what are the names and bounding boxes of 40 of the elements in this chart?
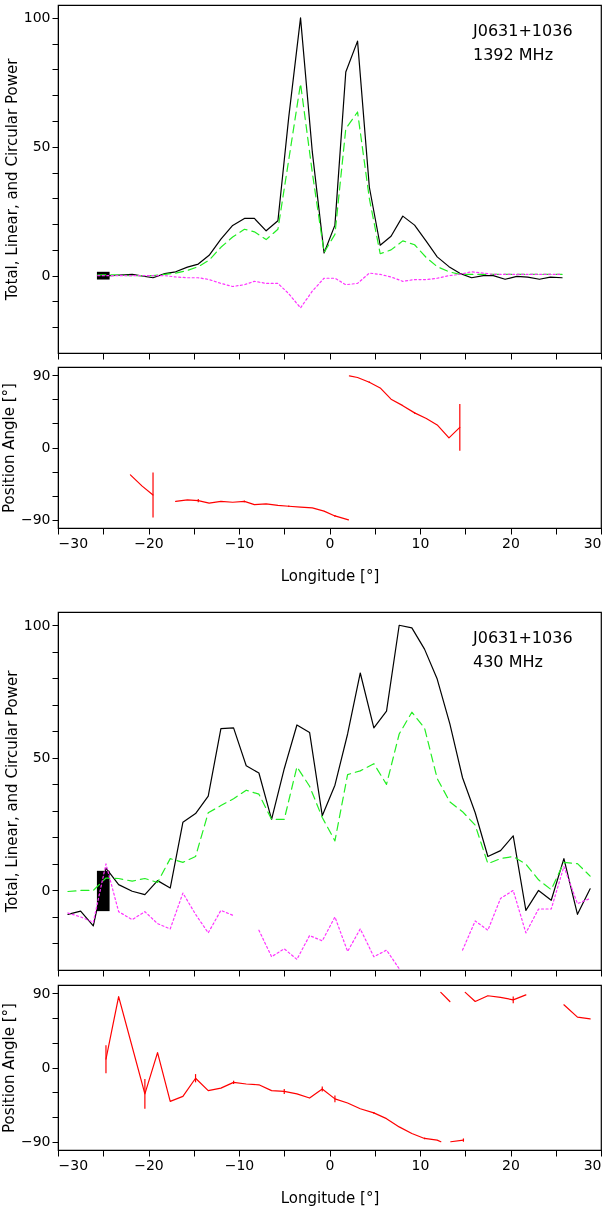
x-tick-label: 0: [325, 1156, 335, 1173]
y-tick-label: 100: [23, 9, 51, 26]
y-tick-label: 100: [23, 616, 51, 633]
y-axis-title: Position Angle [°]: [0, 383, 18, 513]
x-tick-label: −20: [134, 1156, 164, 1173]
annotation: 1392 MHz: [473, 45, 554, 64]
x-tick-label: 30: [583, 1156, 602, 1173]
annotation: J0631+1036: [472, 21, 573, 40]
y-axis-title: Position Angle [°]: [0, 1003, 18, 1133]
x-tick-label: 10: [411, 1156, 430, 1173]
x-tick-label: −10: [224, 534, 255, 551]
x-tick-label: 10: [411, 534, 430, 551]
y-tick-label: 0: [41, 439, 51, 455]
y-tick-label: 50: [32, 138, 51, 155]
y-tick-label: 90: [32, 984, 51, 1001]
y-tick-label: 0: [41, 881, 51, 898]
x-tick-label: −10: [224, 1156, 255, 1173]
y-tick-label: 90: [32, 366, 51, 383]
line-series: [97, 83, 563, 277]
annotation: 430 MHz: [473, 652, 543, 671]
line-series: [97, 271, 563, 309]
x-tick-label: −30: [58, 1156, 89, 1173]
x-axis-title: Longitude [°]: [280, 1188, 380, 1207]
x-tick-label: 20: [502, 1156, 520, 1173]
y-tick-label: −90: [20, 511, 51, 528]
x-tick-label: 30: [583, 534, 602, 551]
x-tick-label: 20: [502, 534, 520, 551]
x-tick-label: −20: [134, 534, 164, 551]
line-series: [67, 624, 591, 927]
y-axis-title: Total, Linear, and Circular Power: [2, 669, 21, 914]
x-tick-label: −30: [58, 534, 89, 551]
y-tick-label: 0: [41, 1059, 51, 1075]
line-series: [67, 711, 591, 893]
x-axis-title: Longitude [°]: [280, 566, 380, 585]
y-tick-label: 0: [41, 267, 51, 284]
annotation: J0631+1036: [472, 628, 573, 647]
x-tick-label: 0: [325, 534, 335, 551]
y-tick-label: 50: [32, 749, 51, 766]
y-tick-label: −90: [20, 1133, 51, 1150]
y-axis-title: Total, Linear, and Circular Power: [2, 57, 21, 302]
